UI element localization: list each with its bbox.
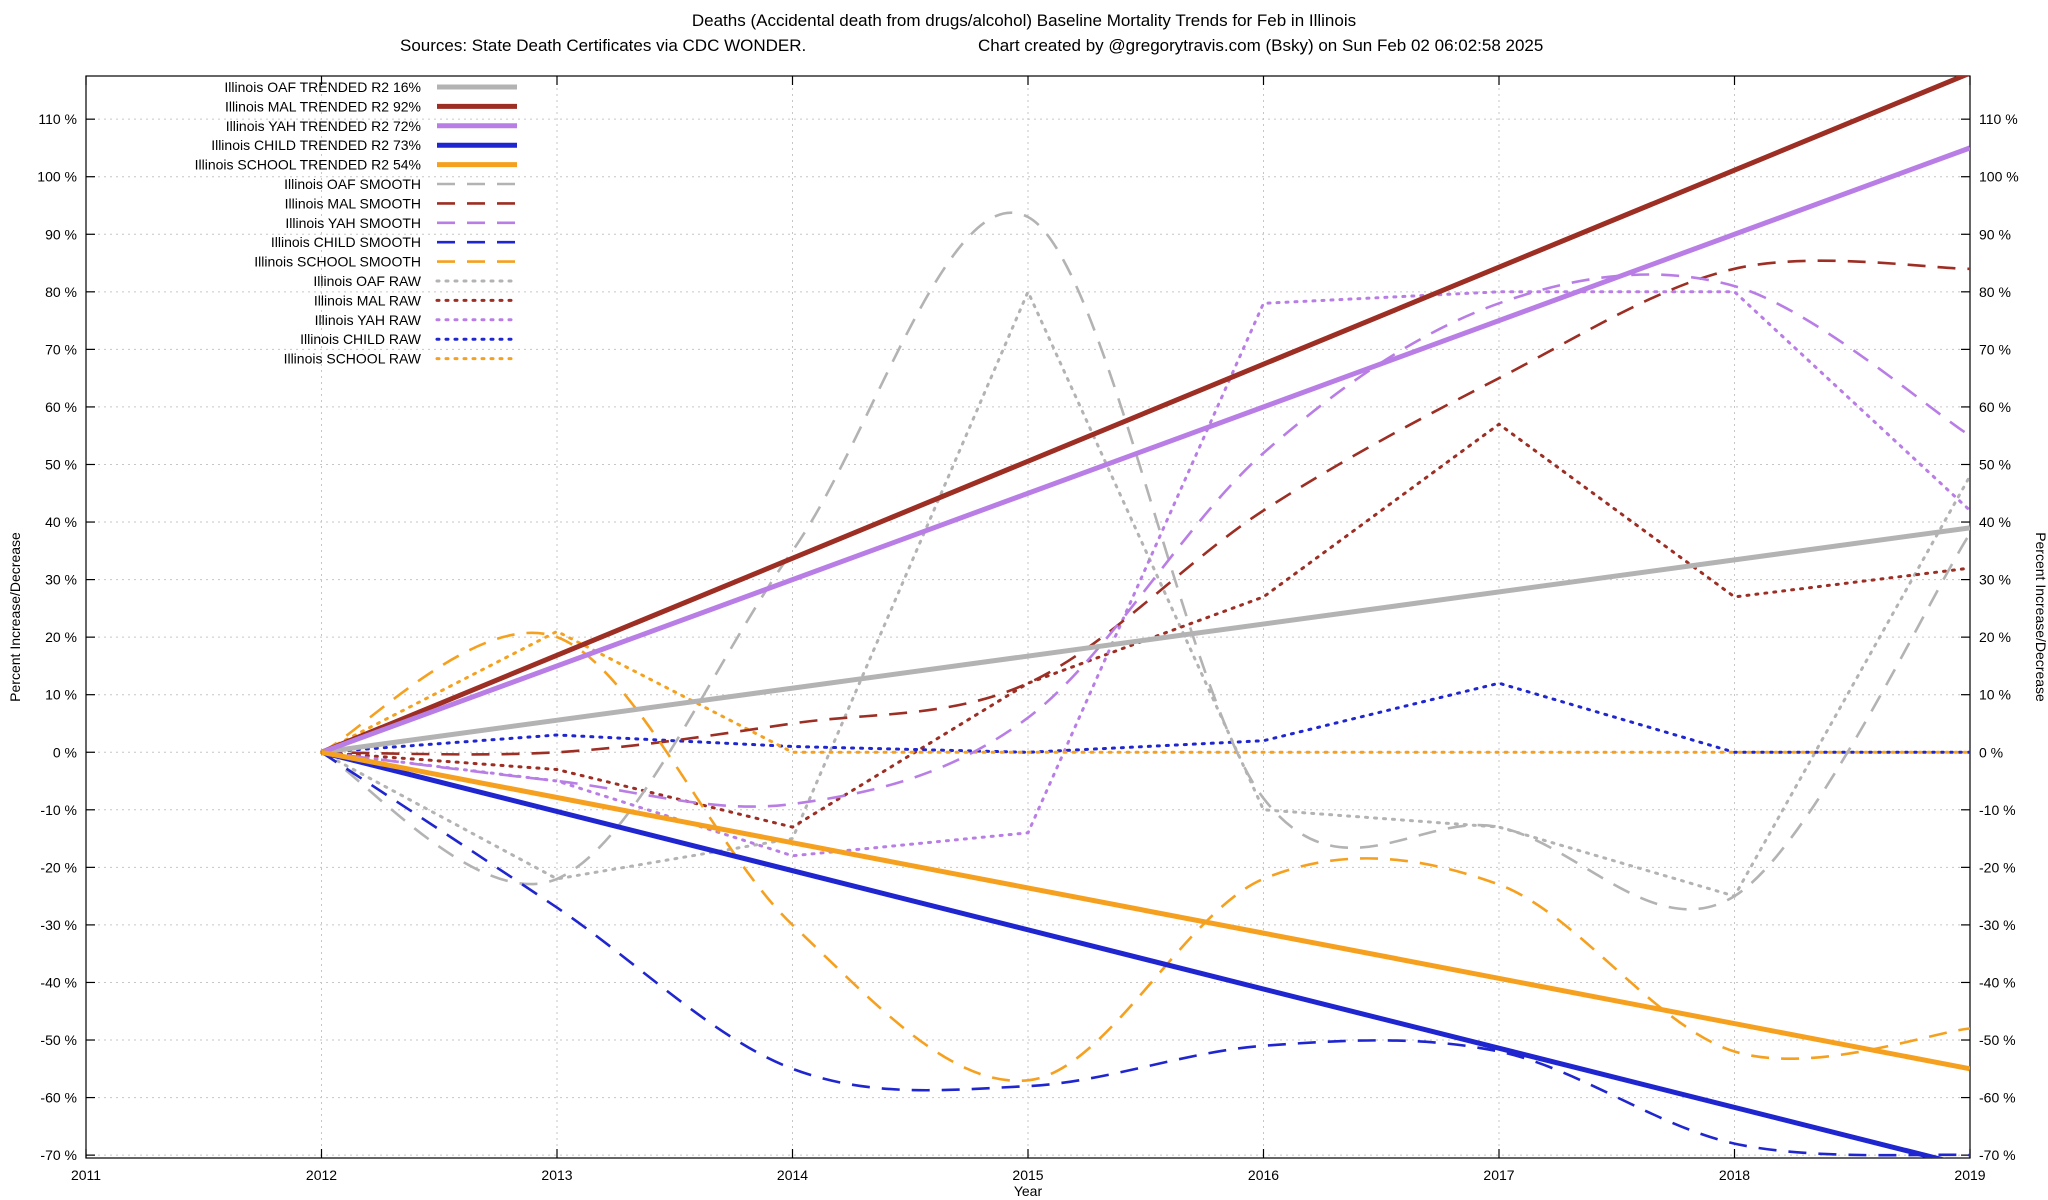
- plot-border: [85, 75, 1971, 1159]
- y-axis-tick-label-right: -50 %: [1979, 1032, 2016, 1048]
- legend-label-school-smooth: Illinois SCHOOL SMOOTH: [254, 254, 421, 270]
- legend-label-mal-raw: Illinois MAL RAW: [314, 292, 422, 308]
- series-line-school-smooth: [320, 631, 1970, 1083]
- y-axis-tick-label-left: 30 %: [45, 572, 77, 588]
- x-axis-label: Year: [1014, 1183, 1043, 1199]
- legend-label-oaf-trended: Illinois OAF TRENDED R2 16%: [224, 79, 421, 95]
- y-axis-tick-label-right: -20 %: [1979, 859, 2016, 875]
- y-axis-tick-label-left: -10 %: [40, 802, 77, 818]
- y-axis-tick-label-right: 50 %: [1979, 456, 2011, 472]
- x-axis-tick-label: 2018: [1719, 1167, 1750, 1183]
- y-axis-tick-label-right: 110 %: [1979, 111, 2018, 127]
- legend-label-yah-smooth: Illinois YAH SMOOTH: [285, 215, 421, 231]
- series-line-mal-trended: [320, 76, 1970, 755]
- y-axis-label-left: Percent Increase/Decrease: [7, 532, 23, 702]
- series-line-yah-trended: [320, 145, 1970, 755]
- series-line-mal-raw: [320, 422, 1970, 829]
- y-axis-tick-label-left: -40 %: [40, 974, 77, 990]
- y-axis-tick-label-right: -10 %: [1979, 802, 2016, 818]
- chart-title: Deaths (Accidental death from drugs/alco…: [691, 11, 1357, 30]
- legend-label-school-raw: Illinois SCHOOL RAW: [284, 351, 422, 367]
- series-line-mal-smooth: [321, 259, 1970, 756]
- x-axis-tick-label: 2011: [71, 1167, 101, 1183]
- y-axis-tick-label-left: 50 %: [45, 456, 77, 472]
- y-axis-tick-label-right: 100 %: [1979, 169, 2019, 185]
- y-axis-tick-label-right: 40 %: [1979, 514, 2011, 530]
- y-axis-tick-label-right: 90 %: [1979, 226, 2011, 242]
- legend-label-mal-trended: Illinois MAL TRENDED R2 92%: [225, 98, 421, 114]
- y-axis-tick-label-left: 100 %: [37, 169, 77, 185]
- y-axis-tick-label-left: -30 %: [40, 917, 77, 933]
- y-axis-tick-label-right: 0 %: [1979, 744, 2003, 760]
- legend-label-oaf-smooth: Illinois OAF SMOOTH: [284, 176, 421, 192]
- legend-label-yah-raw: Illinois YAH RAW: [315, 312, 422, 328]
- x-axis-tick-label: 2019: [1954, 1167, 1985, 1183]
- x-axis-tick-label: 2012: [306, 1167, 337, 1183]
- chart-sources-text: Sources: State Death Certificates via CD…: [400, 36, 807, 55]
- y-axis-tick-label-right: -70 %: [1979, 1147, 2016, 1163]
- y-axis-tick-label-left: -20 %: [40, 859, 77, 875]
- series-line-school-trended: [321, 749, 1970, 1072]
- y-axis-tick-label-left: 80 %: [45, 284, 77, 300]
- legend-label-child-trended: Illinois CHILD TRENDED R2 73%: [211, 137, 421, 153]
- x-axis-tick-label: 2015: [1012, 1167, 1043, 1183]
- y-axis-tick-label-right: 80 %: [1979, 284, 2011, 300]
- y-axis-label-right: Percent Increase/Decrease: [2033, 532, 2048, 702]
- y-axis-tick-label-left: -60 %: [40, 1090, 77, 1106]
- y-axis-tick-label-left: 20 %: [45, 629, 77, 645]
- y-axis-tick-label-left: 10 %: [45, 687, 77, 703]
- series-line-yah-raw: [320, 290, 1970, 858]
- y-axis-tick-label-left: 0 %: [53, 744, 77, 760]
- legend-label-mal-smooth: Illinois MAL SMOOTH: [285, 195, 421, 211]
- y-axis-tick-label-right: 10 %: [1979, 687, 2011, 703]
- y-axis-tick-label-right: -60 %: [1979, 1090, 2016, 1106]
- series-line-child-smooth: [320, 751, 1970, 1157]
- series-line-yah-smooth: [321, 273, 1970, 808]
- y-axis-tick-label-left: 110 %: [38, 111, 77, 127]
- series-line-oaf-smooth: [320, 211, 1970, 911]
- y-axis-tick-label-right: 30 %: [1979, 572, 2011, 588]
- legend-label-child-raw: Illinois CHILD RAW: [300, 331, 422, 347]
- y-axis-tick-label-left: 90 %: [45, 226, 77, 242]
- y-axis-tick-label-right: -30 %: [1979, 917, 2016, 933]
- legend-label-child-smooth: Illinois CHILD SMOOTH: [271, 234, 421, 250]
- y-axis-tick-label-left: 40 %: [45, 514, 77, 530]
- x-axis-tick-label: 2017: [1483, 1167, 1514, 1183]
- y-axis-tick-label-left: -70 %: [40, 1147, 77, 1163]
- y-axis-tick-label-right: 20 %: [1979, 629, 2011, 645]
- y-axis-tick-label-right: 60 %: [1979, 399, 2011, 415]
- series-line-oaf-trended: [321, 525, 1970, 755]
- legend-label-school-trended: Illinois SCHOOL TRENDED R2 54%: [195, 157, 421, 173]
- series-line-oaf-raw: [320, 288, 1970, 898]
- legend-label-yah-trended: Illinois YAH TRENDED R2 72%: [226, 118, 421, 134]
- x-axis-tick-label: 2014: [777, 1167, 808, 1183]
- legend-label-oaf-raw: Illinois OAF RAW: [313, 273, 421, 289]
- y-axis-tick-label-left: 60 %: [45, 399, 77, 415]
- y-axis-tick-label-right: -40 %: [1979, 974, 2016, 990]
- x-axis-tick-label: 2016: [1248, 1167, 1279, 1183]
- y-axis-tick-label-left: 70 %: [45, 341, 77, 357]
- y-axis-tick-label-right: 70 %: [1979, 341, 2011, 357]
- series-line-child-trended: [320, 749, 1947, 1158]
- chart-credit-text: Chart created by @gregorytravis.com (Bsk…: [978, 36, 1544, 55]
- x-axis-tick-label: 2013: [541, 1167, 572, 1183]
- y-axis-tick-label-left: -50 %: [40, 1032, 77, 1048]
